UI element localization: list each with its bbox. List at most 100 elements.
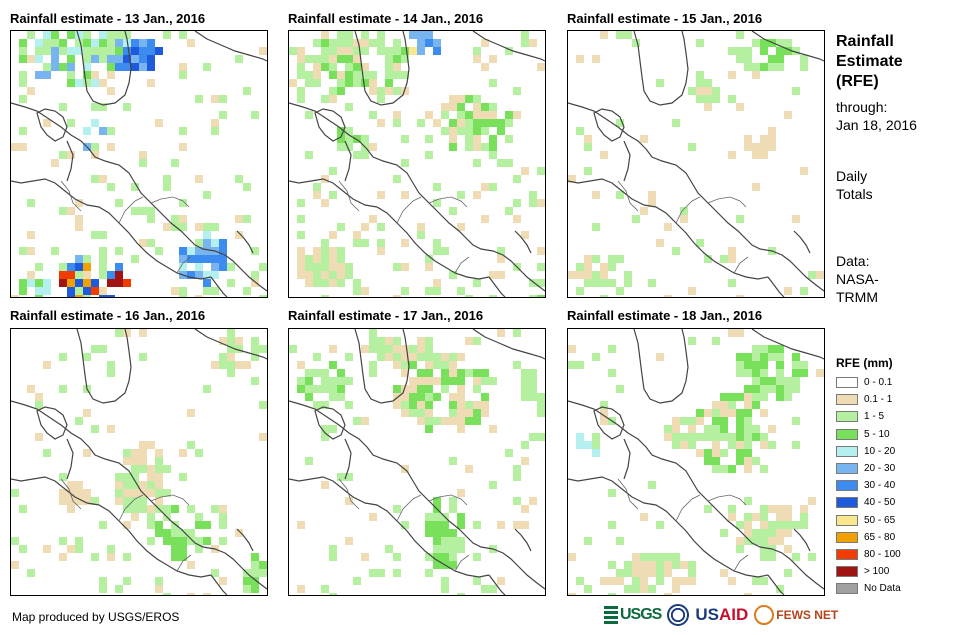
rainfall-cell [305, 79, 313, 87]
rainfall-cell [592, 55, 600, 63]
rainfall-cell [648, 279, 656, 287]
rainfall-cell [616, 385, 624, 393]
rainfall-cell [401, 401, 409, 409]
rainfall-cell [99, 287, 107, 295]
rainfall-cell [401, 191, 409, 199]
rainfall-cell [305, 55, 313, 63]
rainfall-cell [537, 433, 545, 441]
rainfall-cell [736, 295, 744, 297]
rainfall-cell [537, 247, 545, 255]
rainfall-cell [457, 191, 465, 199]
rainfall-cell [481, 143, 489, 151]
rainfall-cell [425, 263, 433, 271]
rainfall-cell [155, 449, 163, 457]
rainfall-cell [67, 31, 75, 39]
rainfall-cell [537, 199, 545, 207]
rainfall-cell [497, 247, 505, 255]
rainfall-cell [179, 553, 187, 561]
rainfall-cell [83, 489, 91, 497]
rainfall-cell [243, 585, 251, 593]
rainfall-cell [425, 151, 433, 159]
rainfall-cell [537, 401, 545, 409]
rainfall-cell [131, 497, 139, 505]
rainfall-cell [529, 433, 537, 441]
rainfall-cell [219, 361, 227, 369]
rainfall-cell [800, 521, 808, 529]
rainfall-cell [457, 127, 465, 135]
rainfall-cell [720, 417, 728, 425]
rainfall-cell [744, 55, 752, 63]
rainfall-cell [720, 465, 728, 473]
rainfall-cell [449, 401, 457, 409]
rainfall-cell [43, 449, 51, 457]
rainfall-cell [369, 111, 377, 119]
rainfall-cell [401, 87, 409, 95]
rainfall-cell [768, 63, 776, 71]
rainfall-cell [712, 417, 720, 425]
rainfall-cell [728, 465, 736, 473]
rainfall-cell [203, 593, 211, 595]
rainfall-cell [353, 151, 361, 159]
legend-item: 0.1 - 1 [836, 391, 901, 408]
rainfall-cell [243, 215, 251, 223]
rainfall-cell [800, 55, 808, 63]
rainfall-cell [513, 465, 521, 473]
rainfall-cell [369, 329, 377, 337]
rainfall-cell [91, 497, 99, 505]
rainfall-cell [425, 569, 433, 577]
rainfall-cell [361, 47, 369, 55]
rainfall-cell [401, 135, 409, 143]
rainfall-cell [608, 521, 616, 529]
rainfall-cell [361, 223, 369, 231]
rainfall-cell [83, 409, 91, 417]
rainfall-cell [377, 119, 385, 127]
rainfall-cell [345, 71, 353, 79]
rainfall-cell [171, 537, 179, 545]
rainfall-cell [409, 345, 417, 353]
rainfall-cell [648, 553, 656, 561]
rainfall-cell [744, 521, 752, 529]
rainfall-cell [361, 135, 369, 143]
rainfall-cell [760, 505, 768, 513]
map-credit: Map produced by USGS/EROS [12, 610, 180, 624]
legend-label: 1 - 5 [864, 411, 885, 423]
rainfall-cell [728, 247, 736, 255]
rainfall-cell [155, 481, 163, 489]
rainfall-cell [67, 497, 75, 505]
rainfall-cell [465, 119, 473, 127]
rainfall-cell [688, 569, 696, 577]
rainfall-cell [640, 577, 648, 585]
legend-label: > 100 [864, 566, 890, 578]
rainfall-cell [305, 279, 313, 287]
rainfall-cell [600, 271, 608, 279]
rainfall-cell [83, 295, 91, 297]
rainfall-cell [35, 263, 43, 271]
rainfall-cell [155, 585, 163, 593]
rainfall-cell [377, 47, 385, 55]
country-border [675, 494, 701, 522]
rainfall-cell [457, 425, 465, 433]
rainfall-cell [59, 271, 67, 279]
rainfall-cell [305, 385, 313, 393]
rainfall-cell [179, 529, 187, 537]
rainfall-cell [19, 79, 27, 87]
rainfall-cell [433, 279, 441, 287]
rainfall-cell [259, 433, 267, 441]
rainfall-cell [211, 263, 219, 271]
rainfall-cell [624, 271, 632, 279]
rainfall-cell [608, 369, 616, 377]
rainfall-cell [251, 561, 259, 569]
rainfall-cell [67, 271, 75, 279]
rainfall-cell [425, 337, 433, 345]
rainfall-cell [433, 553, 441, 561]
rainfall-cell [648, 569, 656, 577]
rainfall-cell [529, 369, 537, 377]
rainfall-cell [75, 295, 83, 297]
rainfall-cell [473, 377, 481, 385]
rainfall-cell [99, 31, 107, 39]
rainfall-cell [449, 545, 457, 553]
rainfall-cell [313, 271, 321, 279]
rainfall-cell [321, 47, 329, 55]
rainfall-cell [409, 385, 417, 393]
rainfall-cell [147, 465, 155, 473]
